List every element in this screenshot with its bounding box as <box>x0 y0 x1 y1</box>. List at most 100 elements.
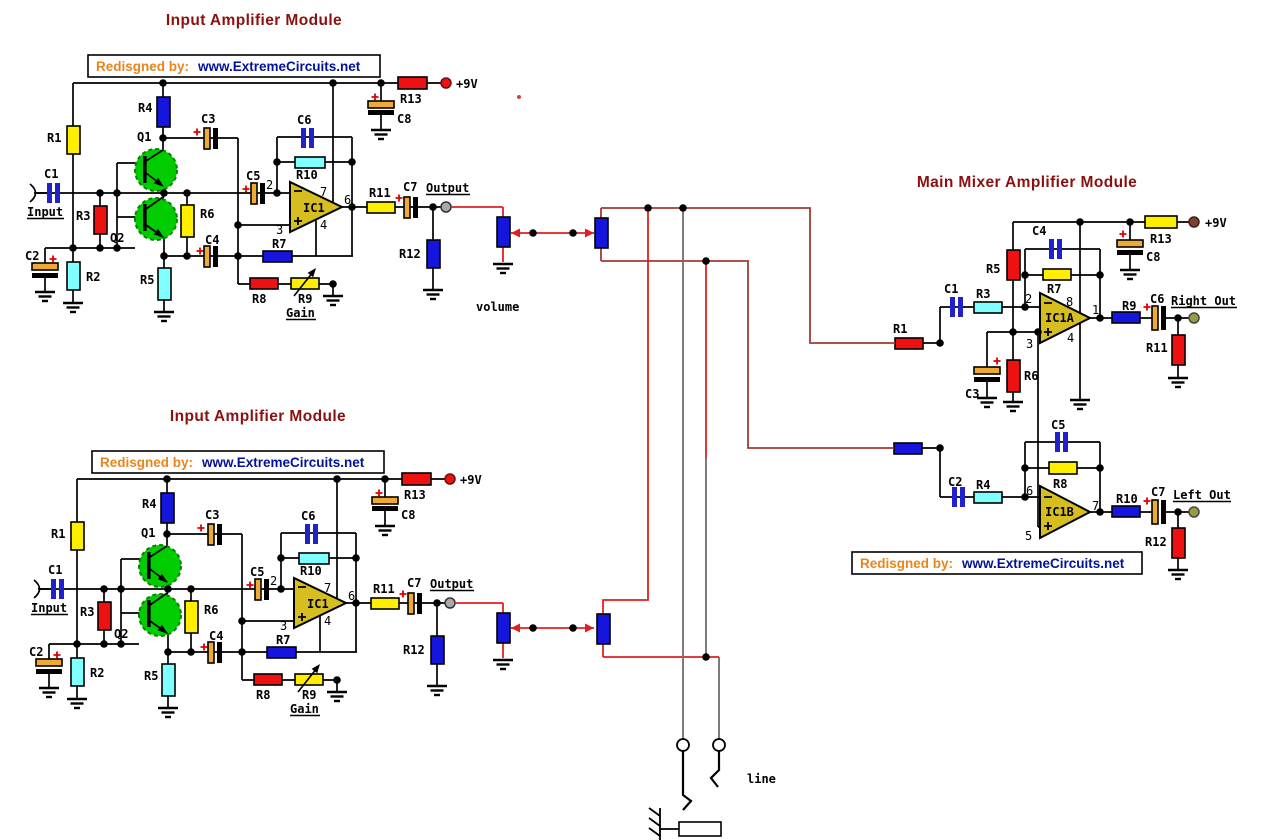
mixer-resistor-r12 <box>1171 527 1186 559</box>
label-c4: C4 <box>205 233 219 247</box>
mixer-resistor-r13 <box>1144 215 1178 229</box>
label-input: Input <box>27 205 63 219</box>
mixer-label-r7: R7 <box>1047 282 1061 296</box>
mixer-label-r4: R4 <box>976 478 990 492</box>
label-volume: volume <box>476 300 519 314</box>
stereo-bus-gray <box>682 208 720 739</box>
mixer-resistor-r1 <box>894 337 924 350</box>
mixer-credit-prefix: Redisgned by: <box>860 556 953 571</box>
mixer-label-c1: C1 <box>944 282 958 296</box>
mixer-label-r5: R5 <box>986 262 1000 276</box>
wire-to-mixer-left <box>600 248 894 449</box>
mixer-label-ic1a: IC1A <box>1045 311 1075 325</box>
capacitor-c2 <box>31 262 59 278</box>
stray-mark <box>517 95 521 99</box>
opamp-ic1b <box>1039 484 1093 540</box>
label-r5: R5 <box>140 273 154 287</box>
label-r11: R11 <box>369 186 391 200</box>
mixer-label-c2: C2 <box>948 475 962 489</box>
label-q2: Q2 <box>110 231 124 245</box>
interconnect-dots <box>529 204 710 661</box>
label-r3: R3 <box>76 209 90 223</box>
mixer-capacitor-c7 <box>1151 499 1166 525</box>
label-c5: C5 <box>246 169 260 183</box>
mixer-label-r13: R13 <box>1150 232 1172 246</box>
credit-banner: Redisgned by: www.ExtremeCircuits.net <box>87 54 381 78</box>
pin-7: 7 <box>320 185 327 199</box>
credit-site: www.ExtremeCircuits.net <box>197 59 361 74</box>
mixer-label-c5: C5 <box>1051 418 1065 432</box>
polarity-marks <box>49 93 403 263</box>
mixer-input-resistor-2 <box>893 442 923 455</box>
credit-prefix: Redisgned by: <box>96 59 189 74</box>
output-terminal <box>440 201 452 213</box>
label-line: line <box>747 772 776 786</box>
mixer-label-c8: C8 <box>1146 250 1160 264</box>
mixer-resistor-r3 <box>973 301 1003 314</box>
resistor-r8 <box>249 277 279 290</box>
opamp-ic1 <box>289 180 345 234</box>
mixer-label-c4: C4 <box>1032 224 1046 238</box>
mixer-pin-7: 7 <box>1092 499 1099 513</box>
pin-6: 6 <box>344 193 351 207</box>
label-r12: R12 <box>399 247 421 261</box>
mixer-label-supply: +9V <box>1205 216 1227 230</box>
mixer-capacitor-c1 <box>950 297 963 317</box>
mixer-credit-banner: Redisgned by: www.ExtremeCircuits.net <box>851 551 1143 575</box>
label-r8: R8 <box>252 292 266 306</box>
input-amplifier-module: Input Amplifier Module Redisgned by: www… <box>25 12 478 323</box>
left-out-terminal <box>1188 506 1200 518</box>
label-r9: R9 <box>298 292 312 306</box>
mixer-label-c7: C7 <box>1151 485 1165 499</box>
pin-2: 2 <box>266 178 273 192</box>
label-c6: C6 <box>297 113 311 127</box>
mixer-pin-5: 5 <box>1025 529 1032 543</box>
mixer-resistor-r8 <box>1048 461 1078 475</box>
mixer-resistor-r10 <box>1111 505 1141 518</box>
label-r1: R1 <box>47 131 61 145</box>
module-title: Input Amplifier Module <box>166 12 342 29</box>
mixer-title: Main Mixer Amplifier Module <box>917 174 1137 191</box>
capacitor-c5 <box>250 182 265 205</box>
resistor-r1 <box>66 125 81 155</box>
label-gain: Gain <box>286 306 315 320</box>
label-r2: R2 <box>86 270 100 284</box>
mixer-label-r9: R9 <box>1122 299 1136 313</box>
pin-3: 3 <box>276 223 283 237</box>
junction-dots <box>69 79 437 288</box>
label-left-out: Left Out <box>1173 488 1231 502</box>
mixer-capacitor-c3 <box>973 366 1001 382</box>
opamp-ic1a <box>1039 291 1093 345</box>
capacitor-c1 <box>47 183 60 203</box>
resistor-r4 <box>156 96 171 128</box>
resistor-r13 <box>397 76 428 90</box>
mixer-label-r11: R11 <box>1146 341 1168 355</box>
transistor-q2 <box>134 196 178 241</box>
mixer-label-r10: R10 <box>1116 492 1138 506</box>
mixer-label-r8: R8 <box>1053 477 1067 491</box>
resistor-r3 <box>93 205 108 235</box>
label-q1: Q1 <box>137 130 151 144</box>
mixer-resistor-r11 <box>1171 334 1186 366</box>
capacitor-c3 <box>203 127 218 150</box>
wire-to-mixer-right <box>600 207 895 344</box>
line-switch <box>676 738 726 811</box>
mixer-pin-2: 2 <box>1025 292 1032 306</box>
interconnect: volume line <box>451 95 895 840</box>
right-out-terminal <box>1188 312 1200 324</box>
pin-4: 4 <box>320 218 327 232</box>
label-ic1: IC1 <box>303 201 325 215</box>
mixer-resistor-r6 <box>1006 359 1021 393</box>
input-amplifier-module-2 <box>29 408 482 717</box>
volume-pot-2 <box>496 612 511 644</box>
volume-pot-wires-2 <box>455 602 719 658</box>
label-r13: R13 <box>400 92 422 106</box>
label-r4: R4 <box>138 101 152 115</box>
mixer-pin-1: 1 <box>1092 303 1099 317</box>
chassis-ground <box>648 807 722 840</box>
mixer-resistor-r5 <box>1006 249 1021 281</box>
mixer-resistor-r9 <box>1111 311 1141 324</box>
mixer-pin-8: 8 <box>1066 295 1073 309</box>
mixer-capacitor-c5 <box>1055 432 1068 452</box>
